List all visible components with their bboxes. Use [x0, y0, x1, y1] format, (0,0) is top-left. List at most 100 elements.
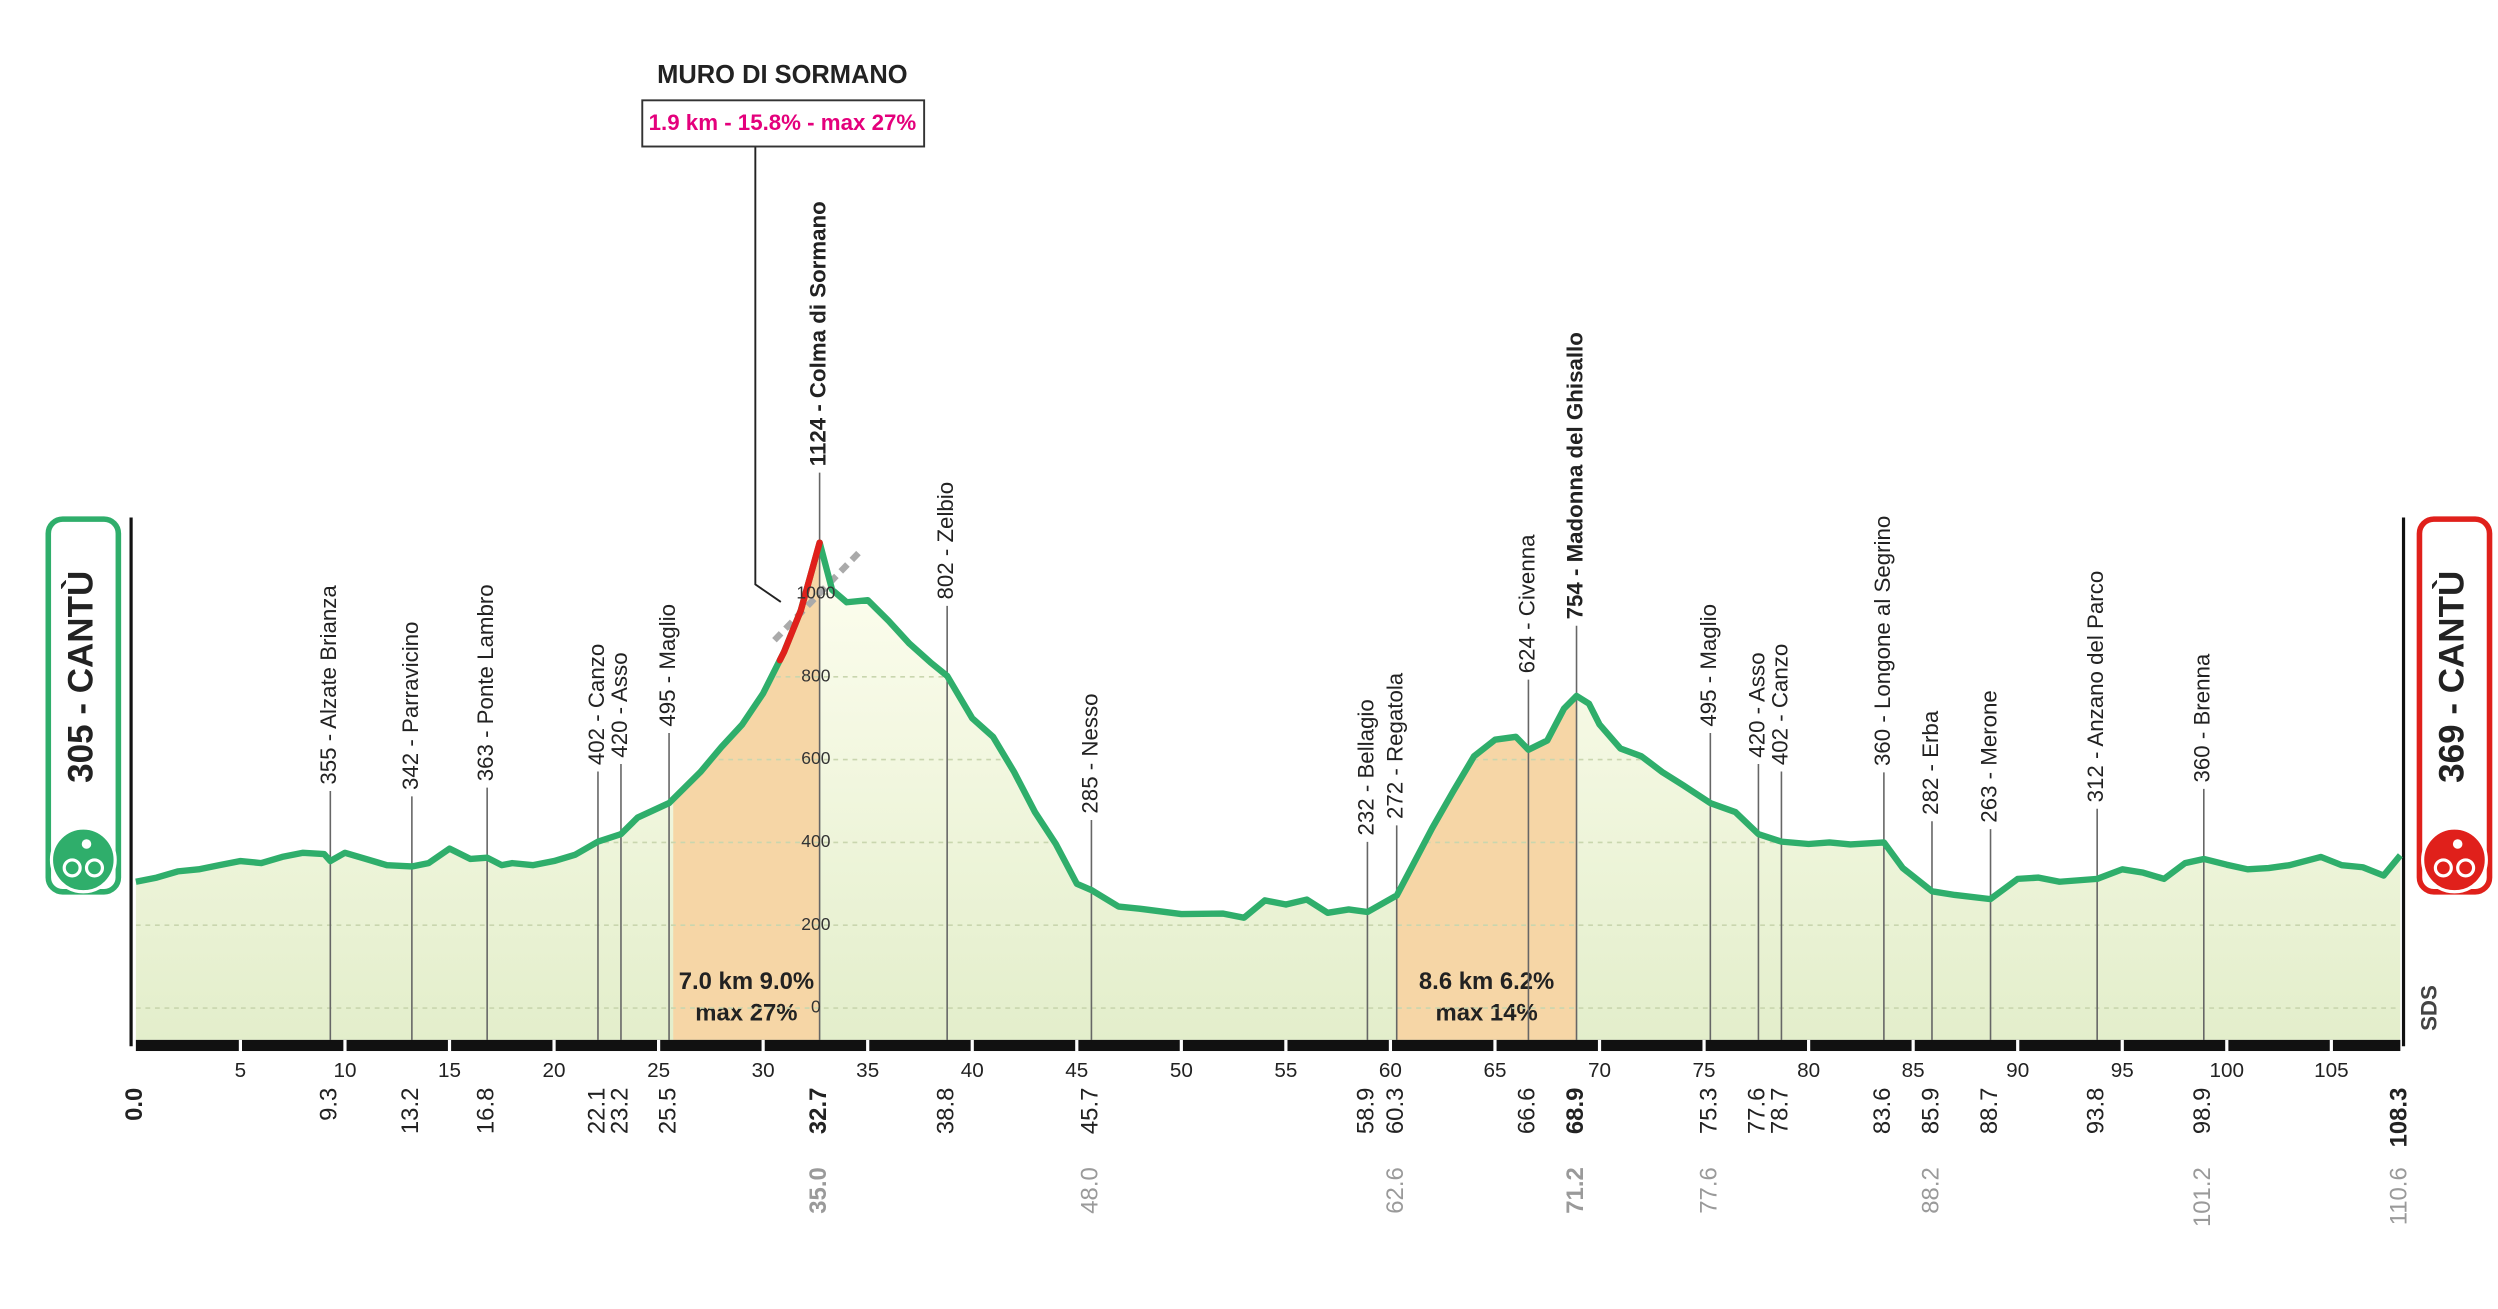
finish-label: 369 - CANTÙ: [2432, 571, 2472, 783]
waypoint-km: 77.6: [1744, 1088, 1771, 1134]
waypoint-label: 495 - Maglio: [655, 604, 680, 727]
climb-area: [1396, 695, 1577, 1040]
waypoint-label: 802 - Zelbio: [933, 482, 958, 600]
x-tick-label: 95: [2111, 1059, 2134, 1082]
summit-dash: [772, 548, 863, 643]
waypoint-km: 78.7: [1767, 1088, 1794, 1134]
waypoint-label: 402 - Canzo: [1767, 644, 1792, 765]
waypoint-km: 38.8: [932, 1088, 959, 1134]
waypoint-km: 25.5: [654, 1088, 681, 1134]
x-tick-label: 80: [1797, 1059, 1820, 1082]
waypoint-km-second: 77.6: [1696, 1167, 1723, 1213]
waypoint-km: 66.6: [1514, 1088, 1541, 1134]
waypoint-label: 360 - Brenna: [2190, 653, 2215, 782]
profile-line: [135, 539, 2403, 921]
climb-area: [673, 542, 820, 1040]
muro-leader: [754, 146, 782, 603]
waypoint-label: 263 - Merone: [1976, 690, 2001, 823]
waypoint-km: 68.9: [1562, 1088, 1589, 1134]
waypoint-label: 272 - Regatola: [1383, 672, 1408, 819]
waypoint-label: 232 - Bellagio: [1353, 699, 1378, 835]
start-icon-wheel: [62, 858, 82, 878]
finish-icon-wheel: [2433, 858, 2453, 878]
start-icon: [49, 826, 117, 894]
waypoint-label: 1124 - Colma di Sormano: [805, 201, 830, 466]
muro-stats: 1.9 km - 15.8% - max 27%: [649, 110, 917, 135]
logo: SDS: [2416, 985, 2441, 1031]
x-tick-label: 40: [961, 1059, 984, 1082]
waypoint-km: 85.9: [1917, 1088, 1944, 1134]
km-bar: [135, 1039, 2401, 1052]
finish-icon-wheel: [2456, 858, 2476, 878]
x-tick-label: 45: [1065, 1059, 1088, 1082]
x-tick-label: 75: [1693, 1059, 1716, 1082]
start-icon-head: [81, 839, 92, 849]
muro-segment: [776, 539, 823, 664]
waypoint-label: 360 - Longone al Segrino: [1870, 516, 1895, 766]
waypoint-km-second: 71.2: [1562, 1167, 1589, 1213]
climb-max: max 27%: [695, 1000, 797, 1027]
x-tick-label: 30: [752, 1059, 775, 1082]
waypoint-km: 16.8: [472, 1088, 499, 1134]
x-tick-label: 85: [1902, 1059, 1925, 1082]
climb-max: max 14%: [1436, 1000, 1538, 1027]
x-tick-label: 35: [856, 1059, 879, 1082]
x-tick-label: 55: [1274, 1059, 1297, 1082]
x-tick-label: 70: [1588, 1059, 1611, 1082]
waypoint-km: 60.3: [1382, 1088, 1409, 1134]
waypoint-label: 495 - Maglio: [1696, 604, 1721, 727]
waypoint-label: 420 - Asso: [1744, 652, 1769, 757]
waypoint-label: 342 - Parravicino: [398, 622, 423, 790]
y-tick-label: 200: [801, 914, 830, 934]
waypoint-km: 45.7: [1077, 1088, 1104, 1134]
waypoint-km: 32.7: [805, 1088, 832, 1134]
waypoint-km-second: 48.0: [1077, 1167, 1104, 1213]
waypoint-km: 9.3: [316, 1088, 343, 1121]
x-tick-label: 105: [2314, 1059, 2349, 1082]
waypoint-km-second: 35.0: [805, 1167, 832, 1213]
waypoint-label: 624 - Civenna: [1514, 534, 1539, 673]
y-tick-label: 1000: [796, 583, 835, 603]
finish-icon-head: [2452, 839, 2463, 849]
climb-stats: 8.6 km 6.2%: [1419, 968, 1554, 995]
finish-km-second: 110.6: [2386, 1167, 2413, 1225]
y-tick-label: 400: [801, 831, 830, 851]
waypoint-km: 22.1: [583, 1088, 610, 1134]
waypoint-label: 282 - Erba: [1918, 710, 1943, 815]
waypoint-km: 93.8: [2082, 1088, 2109, 1134]
x-tick-label: 50: [1170, 1059, 1193, 1082]
climb-stats: 7.0 km 9.0%: [679, 968, 814, 995]
y-tick-label: 600: [801, 748, 830, 768]
x-tick-label: 20: [543, 1059, 566, 1082]
x-tick-label: 5: [235, 1059, 247, 1082]
x-tick-label: 100: [2210, 1059, 2245, 1082]
waypoint-label: 285 - Nesso: [1077, 693, 1102, 813]
start-icon-wheel: [84, 858, 105, 878]
waypoint-km: 83.6: [1869, 1088, 1896, 1134]
muro-box: [641, 99, 926, 148]
x-tick-label: 15: [438, 1059, 461, 1082]
x-tick-label: 10: [333, 1059, 356, 1082]
y-tick-label: 0: [811, 997, 821, 1017]
x-tick-label: 90: [2006, 1059, 2029, 1082]
waypoint-km: 88.7: [1976, 1088, 2003, 1134]
waypoint-km: 75.3: [1696, 1088, 1723, 1134]
y-tick-label: 800: [801, 665, 830, 685]
waypoint-label: 363 - Ponte Lambro: [473, 584, 498, 781]
waypoint-label: 312 - Anzano del Parco: [2083, 571, 2108, 803]
x-tick-label: 60: [1379, 1059, 1402, 1082]
finish-km: 108.3: [2386, 1088, 2413, 1148]
waypoint-km-second: 88.2: [1917, 1167, 1944, 1213]
waypoint-label: 355 - Alzate Brianza: [316, 585, 341, 785]
start-label: 305 - CANTÙ: [61, 571, 101, 783]
start-km: 0.0: [121, 1088, 148, 1121]
waypoint-label: 420 - Asso: [607, 652, 632, 757]
waypoint-km-second: 101.2: [2189, 1167, 2216, 1227]
waypoint-km: 13.2: [397, 1088, 424, 1134]
muro-title: MURO DI SORMANO: [657, 61, 907, 89]
x-tick-label: 25: [647, 1059, 670, 1082]
finish-icon: [2421, 826, 2488, 894]
